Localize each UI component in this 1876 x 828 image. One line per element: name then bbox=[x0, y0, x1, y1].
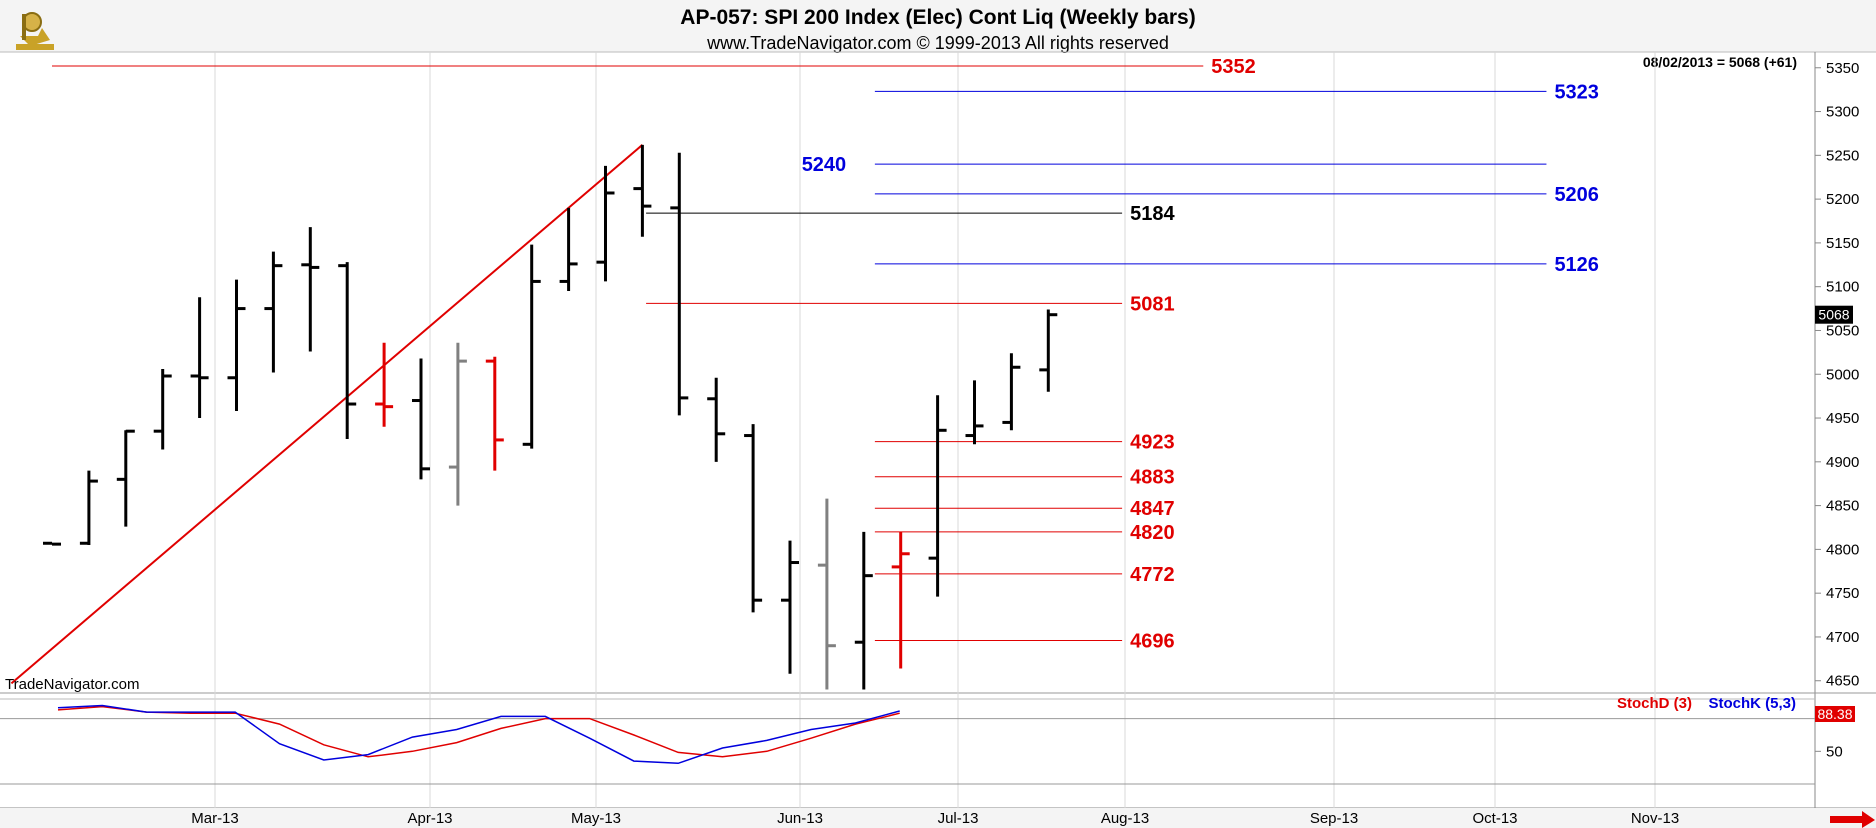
ohlc-bar bbox=[891, 531, 910, 669]
stoch-line-k bbox=[57, 704, 900, 765]
ohlc-bar bbox=[817, 498, 836, 690]
level-label: 4883 bbox=[1130, 467, 1175, 489]
chart-subtitle: www.TradeNavigator.com © 1999-2013 All r… bbox=[706, 33, 1169, 53]
stoch-gridlines bbox=[0, 718, 1815, 785]
y-tick-label: 4950 bbox=[1826, 410, 1859, 427]
ohlc-bar bbox=[448, 342, 467, 506]
y-tick-label: 5100 bbox=[1826, 279, 1859, 296]
x-tick-label: Nov-13 bbox=[1631, 810, 1679, 827]
y-tick-label: 4850 bbox=[1826, 498, 1859, 515]
level-label: 5081 bbox=[1130, 293, 1175, 315]
x-tick-label: Aug-13 bbox=[1101, 810, 1149, 827]
level-label: 4923 bbox=[1130, 432, 1175, 454]
legend-stochD: StochD (3) bbox=[1617, 695, 1692, 712]
y-tick-label: 4700 bbox=[1826, 629, 1859, 646]
x-tick-label: Oct-13 bbox=[1472, 810, 1517, 827]
ohlc-bar bbox=[375, 342, 394, 427]
level-label: 5126 bbox=[1554, 254, 1599, 276]
y-tick-label: 4750 bbox=[1826, 585, 1859, 602]
x-tick-label: Sep-13 bbox=[1310, 810, 1358, 827]
price-levels: 5352 5323 5240 5206 5184 5126 5081 4923 4883 4847… bbox=[52, 56, 1599, 652]
stoch-last-badge: 88.38 bbox=[1815, 706, 1855, 722]
y-tick-label: 4900 bbox=[1826, 454, 1859, 471]
svg-text:88.38: 88.38 bbox=[1817, 706, 1852, 722]
ohlc-bar bbox=[301, 227, 320, 352]
last-bar-info: 08/02/2013 = 5068 (+61) bbox=[1643, 54, 1797, 70]
ohlc-bar bbox=[928, 395, 947, 597]
y-tick-label: 5150 bbox=[1826, 235, 1859, 252]
ohlc-bar bbox=[338, 262, 357, 440]
ohlc-bar bbox=[412, 358, 430, 480]
ohlc-bar bbox=[559, 207, 578, 292]
price-gridlines bbox=[214, 52, 1656, 808]
svg-text:5068: 5068 bbox=[1818, 307, 1849, 323]
watermark: TradeNavigator.com bbox=[5, 676, 140, 693]
level-label: 4820 bbox=[1130, 522, 1175, 544]
ohlc-bar bbox=[744, 424, 763, 613]
ohlc-bar bbox=[116, 429, 135, 527]
y-tick-label: 5000 bbox=[1826, 366, 1859, 383]
ohlc-bar bbox=[522, 244, 541, 449]
x-tick-label: May-13 bbox=[571, 810, 621, 827]
ohlc-bar bbox=[670, 152, 689, 416]
level-label: 4772 bbox=[1130, 564, 1175, 586]
ohlc-bar bbox=[485, 356, 504, 471]
stoch-y-tick-label: 50 bbox=[1826, 743, 1843, 760]
ohlc-bar bbox=[596, 165, 615, 282]
y-tick-label: 5200 bbox=[1826, 191, 1859, 208]
x-tick-label: Mar-13 bbox=[191, 810, 239, 827]
level-label: 5323 bbox=[1554, 81, 1599, 103]
level-label: 5240 bbox=[802, 154, 847, 176]
ohlc-bar bbox=[633, 144, 652, 237]
ohlc-bar bbox=[1039, 309, 1058, 392]
last-price-badge: 5068 bbox=[1815, 305, 1853, 324]
stochastic-lines bbox=[57, 704, 900, 765]
y-tick-label: 5050 bbox=[1826, 322, 1859, 339]
ohlc-bar bbox=[1002, 353, 1021, 431]
level-label: 5352 bbox=[1211, 56, 1256, 78]
x-tick-label: Apr-13 bbox=[407, 810, 452, 827]
level-label: 5184 bbox=[1130, 203, 1175, 225]
level-label: 4847 bbox=[1130, 498, 1175, 520]
ohlc-bar bbox=[264, 251, 283, 373]
y-tick-label: 5300 bbox=[1826, 104, 1859, 121]
ohlc-bar bbox=[153, 368, 172, 450]
stoch-line-d bbox=[57, 705, 900, 758]
ohlc-bar bbox=[227, 279, 246, 412]
app-logo bbox=[16, 12, 54, 50]
chart-title: AP-057: SPI 200 Index (Elec) Cont Liq (W… bbox=[680, 6, 1195, 29]
trendline-layer bbox=[10, 144, 644, 685]
level-label: 4696 bbox=[1130, 630, 1175, 652]
x-tick-label: Jul-13 bbox=[938, 810, 979, 827]
stoch-y-axis: 50 bbox=[1815, 743, 1843, 760]
y-tick-label: 4800 bbox=[1826, 541, 1859, 558]
y-tick-label: 4650 bbox=[1826, 673, 1859, 690]
price-y-axis: 4650 4700 4750 4800 4850 4900 4950 5000 5050 5100… bbox=[1815, 60, 1859, 690]
trendline bbox=[10, 144, 644, 685]
legend-stochK: StochK (5,3) bbox=[1708, 695, 1796, 712]
ohlc-bar bbox=[707, 377, 726, 462]
ohlc-bar bbox=[965, 380, 984, 445]
ohlc-bars bbox=[43, 144, 1058, 690]
ohlc-bar bbox=[781, 540, 799, 674]
time-x-axis: Mar-13 Apr-13 May-13 Jun-13 Jul-13 Aug-13 Sep-… bbox=[191, 810, 1679, 827]
ohlc-bar bbox=[79, 470, 98, 546]
ohlc-bar bbox=[190, 297, 209, 419]
header-background bbox=[0, 0, 1876, 52]
level-label: 5206 bbox=[1554, 184, 1599, 206]
ohlc-bar bbox=[854, 531, 873, 690]
scroll-right-arrow-icon[interactable] bbox=[1830, 811, 1875, 828]
x-tick-label: Jun-13 bbox=[777, 810, 823, 827]
y-tick-label: 5250 bbox=[1826, 147, 1859, 164]
y-tick-label: 5350 bbox=[1826, 60, 1859, 77]
ohlc-bar bbox=[43, 541, 61, 546]
